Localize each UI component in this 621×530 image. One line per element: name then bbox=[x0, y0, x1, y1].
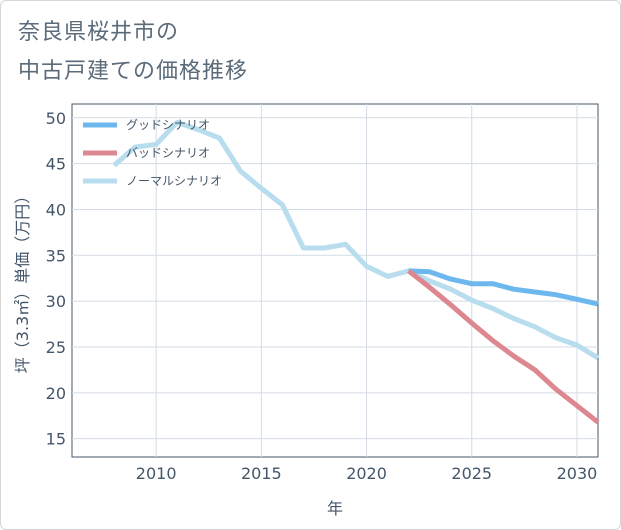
x-axis-ticks: 2010 2015 2020 2025 2030 bbox=[136, 464, 598, 483]
chart-title-line-1: 奈良県桜井市の bbox=[18, 20, 180, 45]
y-axis-ticks: 15 20 25 30 35 40 45 50 bbox=[46, 109, 66, 449]
series-line-2 bbox=[112, 119, 600, 361]
x-axis-label: 年 bbox=[327, 499, 343, 518]
series-layer bbox=[112, 119, 600, 425]
series-line-0 bbox=[408, 268, 599, 307]
legend-label: ノーマルシナリオ bbox=[126, 174, 222, 188]
x-tick-label: 2015 bbox=[241, 464, 282, 483]
series-line-1 bbox=[407, 268, 600, 425]
x-tick-label: 2030 bbox=[557, 464, 598, 483]
y-tick-label: 40 bbox=[46, 200, 66, 219]
legend-label: バッドシナリオ bbox=[126, 146, 210, 160]
x-tick-label: 2010 bbox=[136, 464, 177, 483]
chart-title-line-2: 中古戸建ての価格推移 bbox=[18, 59, 249, 84]
y-tick-label: 20 bbox=[46, 384, 66, 403]
y-tick-label: 50 bbox=[46, 109, 66, 128]
x-tick-label: 2025 bbox=[451, 464, 492, 483]
y-axis-label: 坪（3.3㎡）単価（万円） bbox=[13, 188, 32, 373]
grid-lines bbox=[72, 104, 598, 457]
legend-label: グッドシナリオ bbox=[126, 118, 210, 132]
y-tick-label: 30 bbox=[46, 292, 66, 311]
y-tick-label: 25 bbox=[46, 338, 66, 357]
x-tick-label: 2020 bbox=[346, 464, 387, 483]
plot-area bbox=[71, 103, 599, 458]
y-tick-label: 45 bbox=[46, 155, 66, 174]
y-tick-label: 35 bbox=[46, 246, 66, 265]
y-tick-label: 15 bbox=[46, 430, 66, 449]
